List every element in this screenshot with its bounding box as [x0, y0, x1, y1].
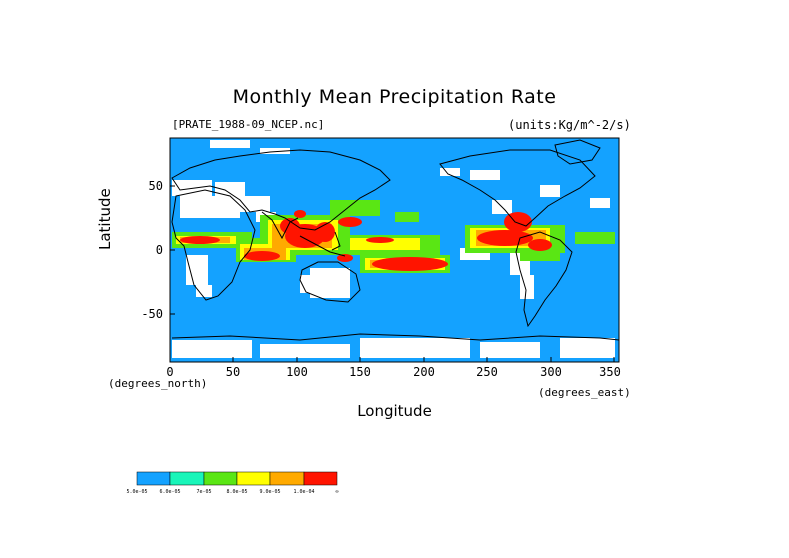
colorbar-swatch	[136, 471, 171, 486]
y-axis-label: Latitude	[96, 188, 114, 250]
y-tick-label: 0	[156, 243, 163, 257]
colorbar-swatch	[236, 471, 271, 486]
x-tick-label: 0	[166, 365, 173, 379]
y-tick-labels: 50 0 -50	[141, 179, 163, 321]
coastlines	[171, 139, 619, 341]
colorbar-swatch	[203, 471, 238, 486]
colorbar-labels: 5.0e-05 6.0e-05 7e-05 8.0e-05 9.0e-05 1.…	[126, 489, 338, 495]
x-tick-label: 50	[226, 365, 240, 379]
colorbar-label: 9.0e-05	[259, 489, 280, 495]
x-axis-unit-label: (degrees_east)	[538, 386, 631, 399]
x-tick-label: 150	[349, 365, 371, 379]
colorbar	[136, 471, 338, 486]
colorbar-label: 8.0e-05	[226, 489, 247, 495]
x-axis-label: Longitude	[357, 402, 432, 420]
colorbar-swatch	[169, 471, 205, 486]
y-axis-unit-label: (degrees_north)	[108, 377, 208, 390]
colorbar-label: 7e-05	[196, 489, 211, 495]
units-label: (units:Kg/m^-2/s)	[508, 118, 631, 132]
colorbar-swatch	[269, 471, 305, 486]
map-plot-area	[170, 138, 619, 362]
x-tick-label: 250	[476, 365, 498, 379]
x-tick-label: 100	[286, 365, 308, 379]
colorbar-swatch	[303, 471, 338, 486]
map-title: Monthly Mean Precipitation Rate	[232, 86, 557, 108]
x-tick-label: 200	[413, 365, 435, 379]
colorbar-label: 1.0e-04	[293, 489, 314, 495]
y-tick-label: -50	[141, 307, 163, 321]
y-tick-label: 50	[149, 179, 163, 193]
x-tick-label: 300	[540, 365, 562, 379]
file-name-label: [PRATE_1988-09_NCEP.nc]	[172, 118, 325, 131]
colorbar-label: 6.0e-05	[159, 489, 180, 495]
colorbar-label: ∞	[335, 489, 338, 495]
x-tick-labels: 0 50 100 150 200 250 300 350	[166, 365, 620, 379]
colorbar-label: 5.0e-05	[126, 489, 147, 495]
axis-ticks	[169, 185, 615, 362]
x-tick-label: 350	[599, 365, 621, 379]
